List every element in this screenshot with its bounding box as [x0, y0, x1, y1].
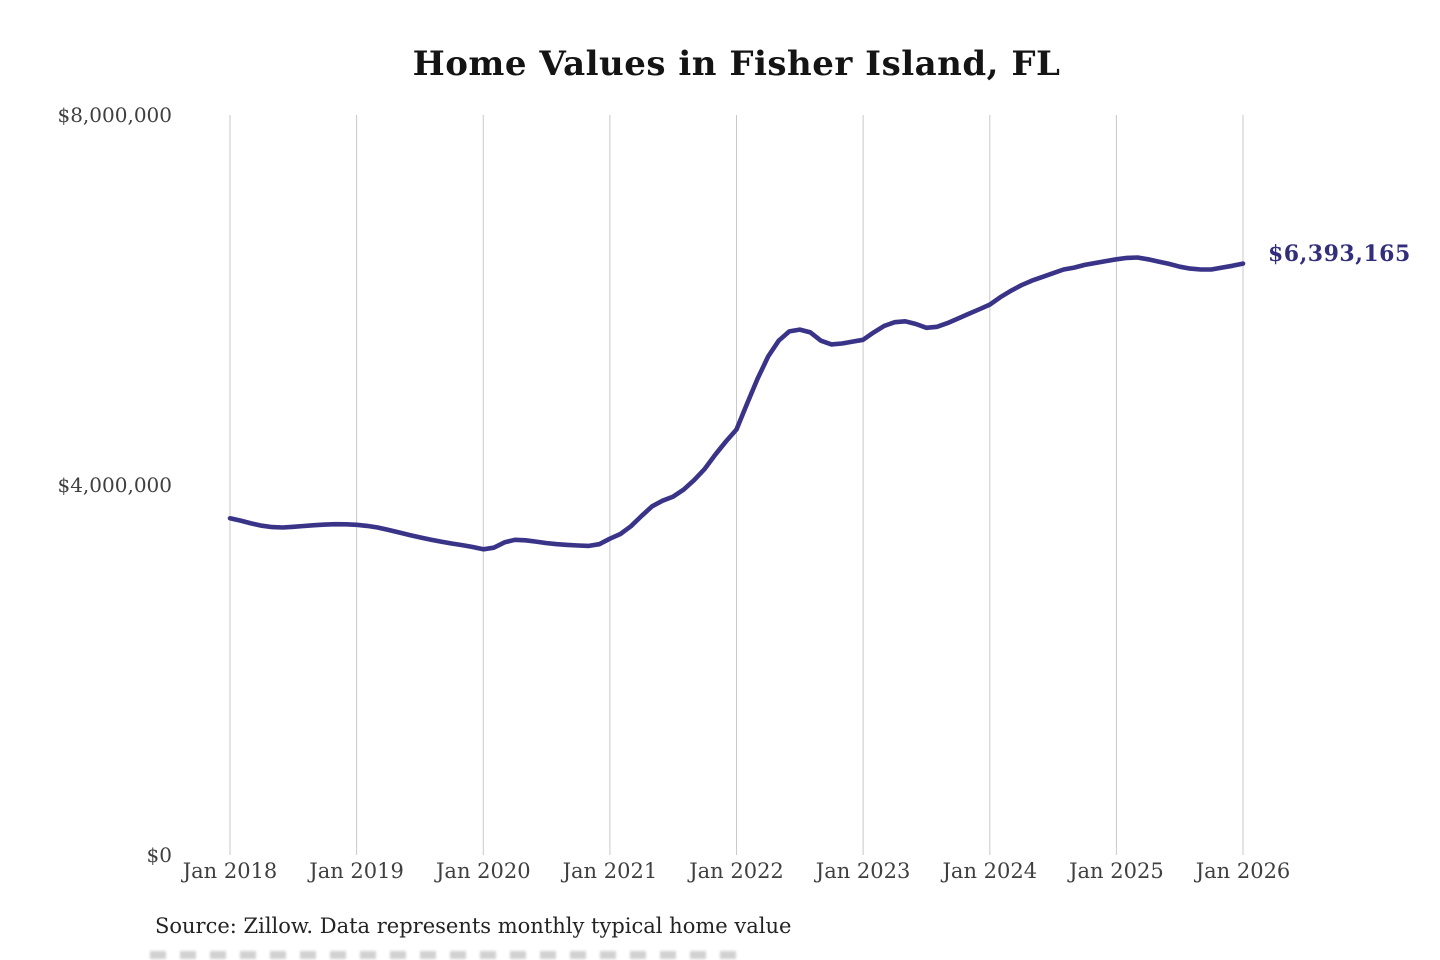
x-axis-tick-label: Jan 2019: [309, 859, 404, 883]
x-axis-tick-label: Jan 2022: [689, 859, 784, 883]
x-axis-tick-label: Jan 2024: [942, 859, 1038, 883]
x-axis-tick-label: Jan 2023: [815, 859, 911, 883]
x-axis-tick-label: Jan 2020: [436, 859, 531, 883]
x-axis-tick-label: Jan 2021: [562, 859, 658, 883]
x-axis-tick-label: Jan 2018: [182, 859, 278, 883]
y-axis-tick-label: $8,000,000: [57, 103, 172, 127]
y-axis-tick-label: $0: [146, 843, 172, 867]
chart-title: Home Values in Fisher Island, FL: [412, 44, 1061, 84]
y-axis-tick-label: $4,000,000: [57, 473, 172, 497]
end-value-label: $6,393,165: [1268, 240, 1411, 267]
x-axis-tick-label: Jan 2025: [1069, 859, 1164, 883]
source-note: Source: Zillow. Data represents monthly …: [155, 914, 792, 938]
home-value-line: [227, 255, 1246, 552]
clipped-text-artifact: [150, 951, 750, 959]
x-axis-tick-label: Jan 2026: [1195, 859, 1291, 883]
